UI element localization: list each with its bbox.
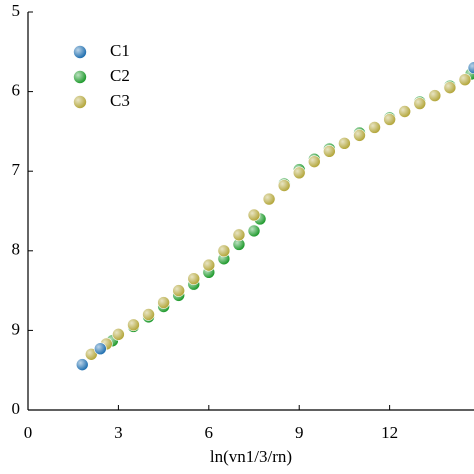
point-shine bbox=[127, 318, 140, 331]
legend-label: C3 bbox=[110, 91, 130, 110]
x-tick-label: 3 bbox=[114, 423, 123, 442]
y-tick-label: 0 bbox=[12, 399, 21, 418]
point-shine bbox=[187, 272, 200, 285]
legend-label: C1 bbox=[110, 41, 130, 60]
legend-shine bbox=[73, 45, 87, 59]
point-shine bbox=[248, 208, 261, 221]
point-shine bbox=[94, 342, 107, 355]
y-tick-label: 5 bbox=[12, 1, 21, 20]
y-tick-label: 6 bbox=[12, 81, 21, 100]
point-shine bbox=[468, 61, 474, 74]
point-shine bbox=[323, 145, 336, 158]
point-shine bbox=[368, 121, 381, 134]
point-shine bbox=[217, 244, 230, 257]
point-shine bbox=[157, 296, 170, 309]
point-shine bbox=[383, 113, 396, 126]
point-shine bbox=[232, 228, 245, 241]
x-axis-label: ln(vn1/3/rn) bbox=[210, 447, 292, 466]
point-shine bbox=[308, 155, 321, 168]
point-shine bbox=[458, 73, 471, 86]
legend-shine bbox=[73, 70, 87, 84]
point-shine bbox=[338, 137, 351, 150]
x-tick-label: 0 bbox=[24, 423, 33, 442]
point-shine bbox=[85, 348, 98, 361]
point-shine bbox=[278, 179, 291, 192]
point-shine bbox=[443, 81, 456, 94]
point-shine bbox=[112, 328, 125, 341]
x-tick-label: 12 bbox=[381, 423, 398, 442]
point-shine bbox=[202, 259, 215, 272]
point-shine bbox=[172, 284, 185, 297]
y-tick-label: 9 bbox=[12, 319, 21, 338]
point-shine bbox=[248, 224, 261, 237]
y-tick-label: 8 bbox=[12, 240, 21, 259]
legend-label: C2 bbox=[110, 66, 130, 85]
point-shine bbox=[76, 358, 89, 371]
legend-shine bbox=[73, 95, 87, 109]
point-shine bbox=[142, 308, 155, 321]
point-shine bbox=[398, 105, 411, 118]
point-shine bbox=[353, 129, 366, 142]
y-tick-label: 7 bbox=[12, 160, 21, 179]
point-shine bbox=[232, 238, 245, 251]
point-shine bbox=[263, 193, 276, 206]
point-shine bbox=[413, 97, 426, 110]
point-shine bbox=[293, 166, 306, 179]
point-shine bbox=[428, 89, 441, 102]
x-tick-label: 9 bbox=[295, 423, 304, 442]
x-tick-label: 6 bbox=[205, 423, 214, 442]
